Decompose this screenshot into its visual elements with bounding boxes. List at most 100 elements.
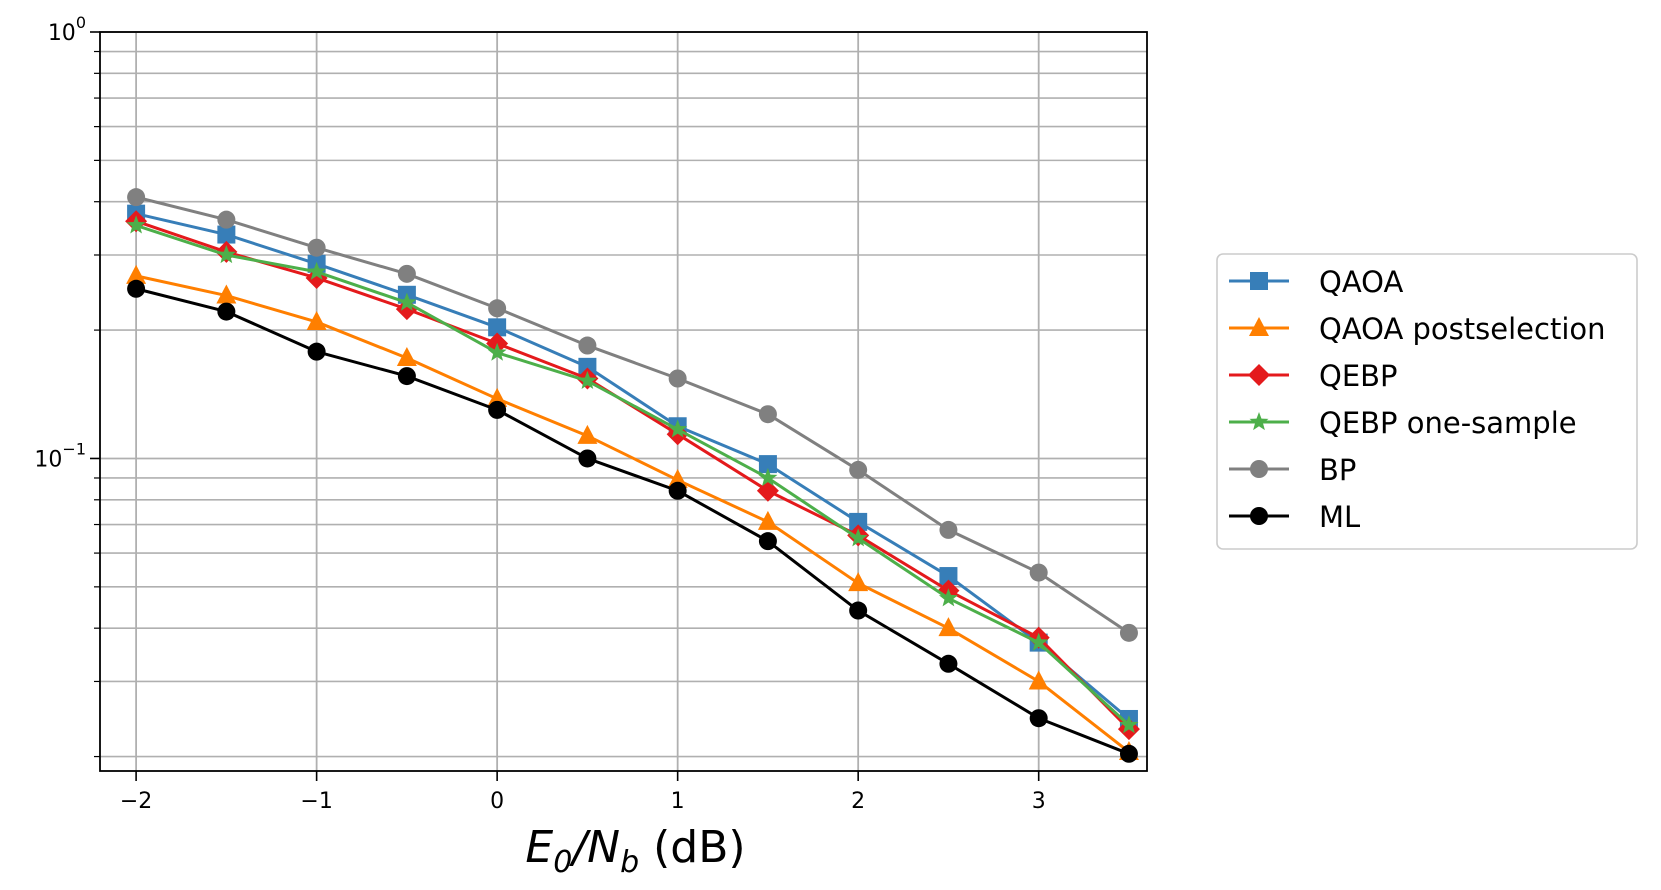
legend: QAOA QAOA postselection QEBP QEBP one-sampl… <box>1216 253 1638 550</box>
grid-lines <box>100 31 1147 771</box>
series-ml <box>127 279 1138 763</box>
data-point-ml <box>939 654 958 673</box>
data-point-ml <box>1119 744 1138 763</box>
y-tick-label-base: 10 <box>34 447 62 472</box>
x-tick-label: 1 <box>671 789 685 814</box>
data-point-qaoa-postselection <box>848 572 869 592</box>
x-axis-label-sub-b: b <box>620 845 639 880</box>
data-point-qebp-one-sample <box>938 588 958 607</box>
series-line-ml <box>135 287 1130 756</box>
data-point-bp <box>1119 623 1138 642</box>
legend-label: QEBP one-sample <box>1319 406 1577 440</box>
data-point-qaoa-postselection <box>938 617 959 637</box>
legend-item-qaoa-postselection: QAOA postselection <box>1229 312 1606 346</box>
data-point-qaoa <box>849 512 868 531</box>
y-tick-label-base: 10 <box>48 21 76 46</box>
legend-marker <box>1250 272 1268 290</box>
x-tick-label: −1 <box>300 789 332 814</box>
y-tick-label: 10−1 <box>34 439 86 472</box>
x-tick-label: −2 <box>120 789 152 814</box>
x-axis-label-main-a: E <box>525 822 553 873</box>
data-point-ml <box>307 342 326 361</box>
data-point-qaoa <box>488 318 507 337</box>
data-point-qebp-one-sample <box>126 215 146 234</box>
x-axis-label: E0/Nb (dB) <box>525 822 745 880</box>
data-point-ml <box>488 400 507 419</box>
legend-marker <box>1248 364 1270 386</box>
data-point-qaoa-postselection <box>757 510 778 530</box>
data-point-bp <box>668 369 687 388</box>
data-point-bp <box>127 188 146 207</box>
data-point-qaoa-postselection <box>126 264 147 284</box>
data-point-qaoa <box>758 455 777 474</box>
legend-label: BP <box>1319 453 1356 487</box>
data-point-qebp-one-sample <box>577 370 597 390</box>
legend-item-qebp: QEBP <box>1229 359 1398 393</box>
data-point-ml <box>668 481 687 500</box>
data-point-qebp-one-sample <box>216 244 236 264</box>
series-group <box>125 188 1140 763</box>
y-tick-label: 100 <box>48 13 86 46</box>
y-tick-label-exponent: −1 <box>62 439 86 458</box>
series-line-qaoa-postselection <box>135 274 1130 754</box>
legend-label: QAOA postselection <box>1319 312 1606 346</box>
plot-frame <box>99 31 1148 772</box>
legend-marker <box>1250 507 1268 525</box>
data-point-qaoa <box>217 225 236 244</box>
data-point-bp <box>1029 563 1048 582</box>
data-point-qebp-one-sample <box>397 292 417 311</box>
data-point-qaoa-postselection <box>487 387 508 407</box>
data-point-bp <box>217 210 236 229</box>
legend-box <box>1216 253 1638 550</box>
legend-item-qaoa: QAOA <box>1229 265 1403 299</box>
data-point-qebp-one-sample <box>668 419 688 438</box>
data-point-ml <box>1029 709 1048 728</box>
data-point-ml <box>578 449 597 468</box>
legend-marker <box>1250 460 1268 478</box>
legend-marker <box>1249 412 1269 431</box>
data-point-qaoa <box>939 567 958 586</box>
data-point-qaoa-postselection <box>577 424 598 444</box>
y-tick-label-exponent: 0 <box>76 13 86 32</box>
series-line-qebp-one-sample <box>135 223 1130 727</box>
data-point-bp <box>307 238 326 257</box>
legend-label: QEBP <box>1319 359 1398 393</box>
data-point-qebp-one-sample <box>758 467 778 487</box>
x-axis: −2 −1 0 1 2 3 <box>120 771 1046 814</box>
series-bp <box>127 188 1138 642</box>
data-point-qaoa <box>578 357 597 376</box>
data-point-qebp-one-sample <box>1119 715 1139 734</box>
legend-item-qebp-one-sample: QEBP one-sample <box>1229 406 1577 440</box>
x-tick-label: 3 <box>1032 789 1046 814</box>
legend-label: ML <box>1319 500 1360 534</box>
legend-item-ml: ML <box>1229 500 1360 534</box>
series-line-bp <box>135 195 1130 635</box>
data-point-bp <box>488 299 507 318</box>
x-tick-label: 0 <box>490 789 504 814</box>
data-point-bp <box>578 336 597 355</box>
data-point-qaoa-postselection <box>396 347 417 367</box>
x-axis-label-slash: / <box>568 822 591 873</box>
x-axis-label-sub-a: 0 <box>553 845 572 880</box>
data-point-qaoa-postselection <box>1028 670 1049 690</box>
data-point-qebp-one-sample <box>1029 632 1049 651</box>
data-point-qebp-one-sample <box>848 528 868 547</box>
x-axis-label-main-b: N <box>587 822 620 873</box>
series-line-qaoa <box>135 212 1130 721</box>
data-point-bp <box>849 460 868 479</box>
data-point-ml <box>397 367 416 386</box>
data-point-bp <box>939 520 958 539</box>
legend-marker <box>1249 317 1269 336</box>
legend-label: QAOA <box>1319 265 1403 299</box>
series-qebp-one-sample <box>126 215 1139 734</box>
x-axis-label-unit: (dB) <box>639 822 745 873</box>
data-point-qebp <box>395 298 418 321</box>
data-point-ml <box>758 532 777 551</box>
data-point-qebp-one-sample <box>307 261 327 280</box>
data-point-ml <box>217 302 236 321</box>
data-point-qaoa-postselection <box>306 310 327 330</box>
data-point-ml <box>127 279 146 298</box>
data-point-qaoa-postselection <box>216 284 237 304</box>
